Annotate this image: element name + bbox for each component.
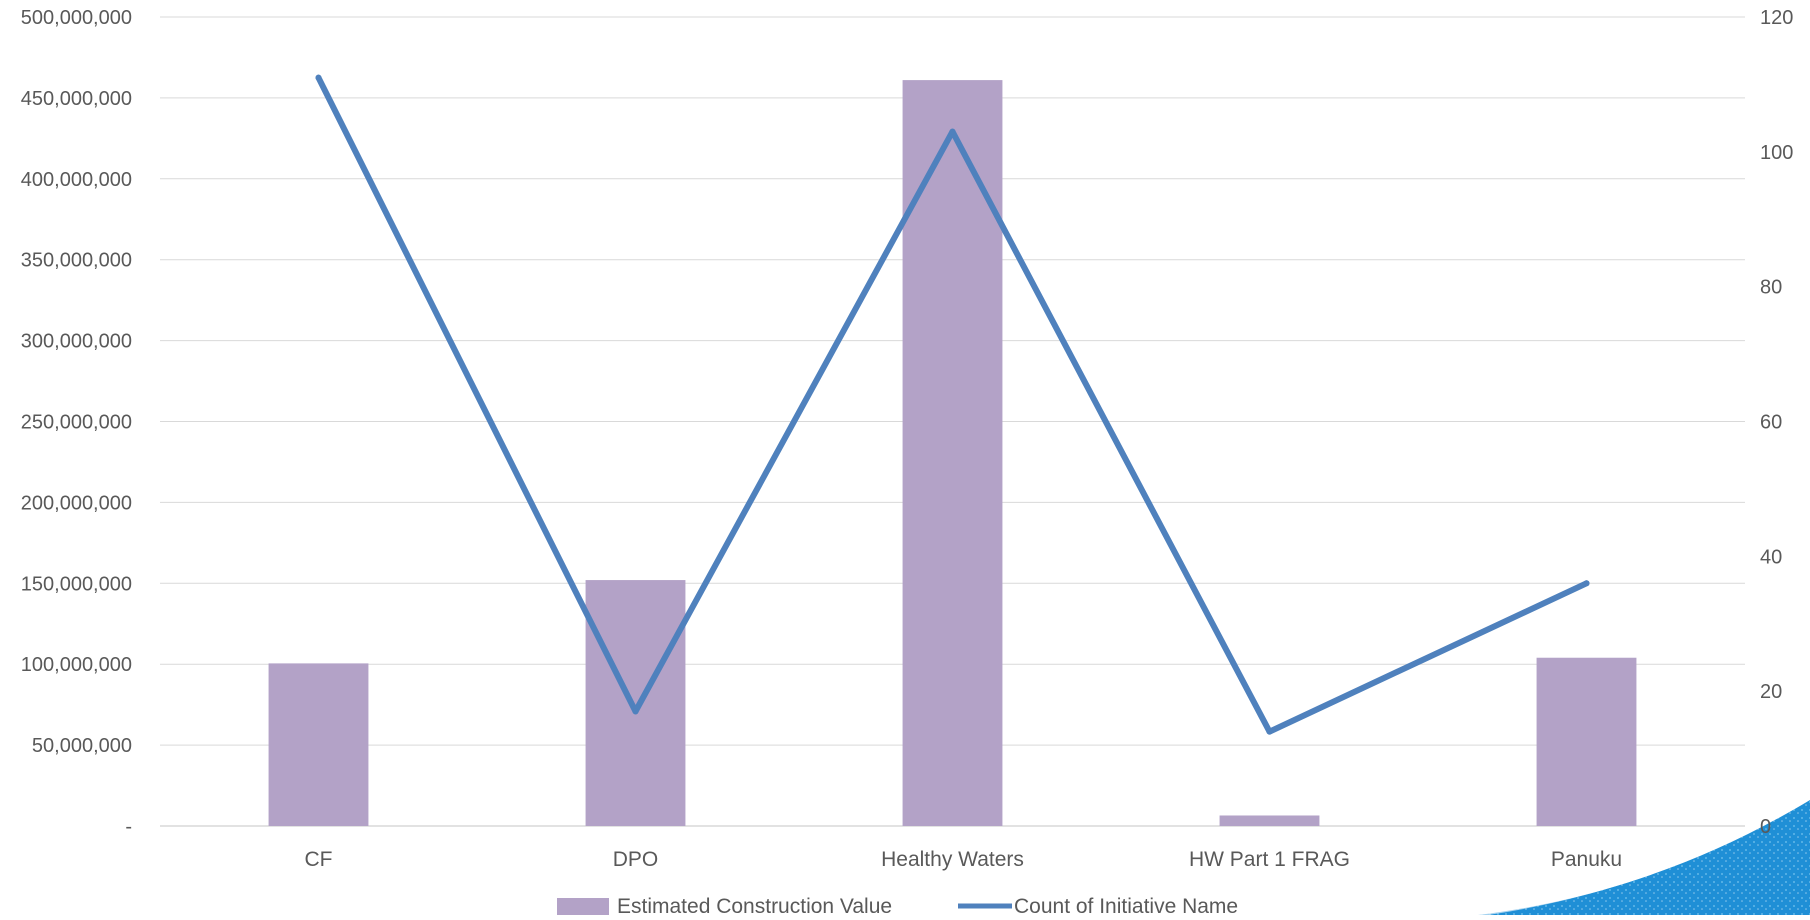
- left-axis-tick-label: 300,000,000: [21, 331, 132, 353]
- left-axis-tick-label: 50,000,000: [32, 735, 132, 757]
- line-point: [1266, 728, 1273, 735]
- right-axis-tick-label: 120: [1760, 7, 1793, 29]
- right-axis-tick-label: 20: [1760, 681, 1782, 703]
- left-axis-tick-label: 450,000,000: [21, 88, 132, 110]
- line-series: [315, 74, 1590, 735]
- left-axis-tick-label: 150,000,000: [21, 573, 132, 595]
- bar: [585, 580, 686, 826]
- left-axis-tick-label: 250,000,000: [21, 412, 132, 434]
- bar: [902, 80, 1003, 827]
- legend: Estimated Construction Value Count of Ini…: [557, 895, 1238, 918]
- bar: [1536, 657, 1637, 826]
- right-axis: 0 20 40 60 80 100 120: [1760, 7, 1793, 838]
- line-point: [315, 74, 322, 81]
- category-label: CF: [305, 848, 333, 871]
- bar: [268, 663, 369, 826]
- x-axis: CF DPO Healthy Waters HW Part 1 FRAG Panuku: [305, 848, 1623, 871]
- category-label: Healthy Waters: [881, 848, 1024, 871]
- left-axis-tick-label: 500,000,000: [21, 7, 132, 29]
- right-axis-tick-label: 60: [1760, 412, 1782, 434]
- line-point: [1583, 580, 1590, 587]
- left-axis-tick-label: -: [125, 816, 132, 838]
- left-axis-tick-label: 350,000,000: [21, 250, 132, 272]
- right-axis-tick-label: 0: [1760, 816, 1771, 838]
- line-point: [632, 708, 639, 715]
- legend-swatch-bar: [557, 898, 609, 915]
- corner-wave-decoration: [1477, 796, 1810, 917]
- bar: [1219, 815, 1320, 826]
- left-axis-tick-label: 400,000,000: [21, 169, 132, 191]
- left-axis-tick-label: 200,000,000: [21, 492, 132, 514]
- line-point: [949, 128, 956, 135]
- left-axis: - 50,000,000 100,000,000 150,000,000 200,000…: [21, 7, 132, 838]
- category-label: DPO: [613, 848, 659, 871]
- left-axis-tick-label: 100,000,000: [21, 654, 132, 676]
- right-axis-tick-label: 40: [1760, 546, 1782, 568]
- category-label: Panuku: [1551, 848, 1622, 871]
- right-axis-tick-label: 80: [1760, 277, 1782, 299]
- category-label: HW Part 1 FRAG: [1189, 848, 1350, 871]
- wave-texture: [1478, 800, 1810, 915]
- legend-label: Count of Initiative Name: [1014, 895, 1238, 915]
- wave-edge: [1477, 796, 1810, 917]
- right-axis-tick-label: 100: [1760, 142, 1793, 164]
- bar-series: [268, 80, 1637, 827]
- legend-label: Estimated Construction Value: [617, 895, 892, 915]
